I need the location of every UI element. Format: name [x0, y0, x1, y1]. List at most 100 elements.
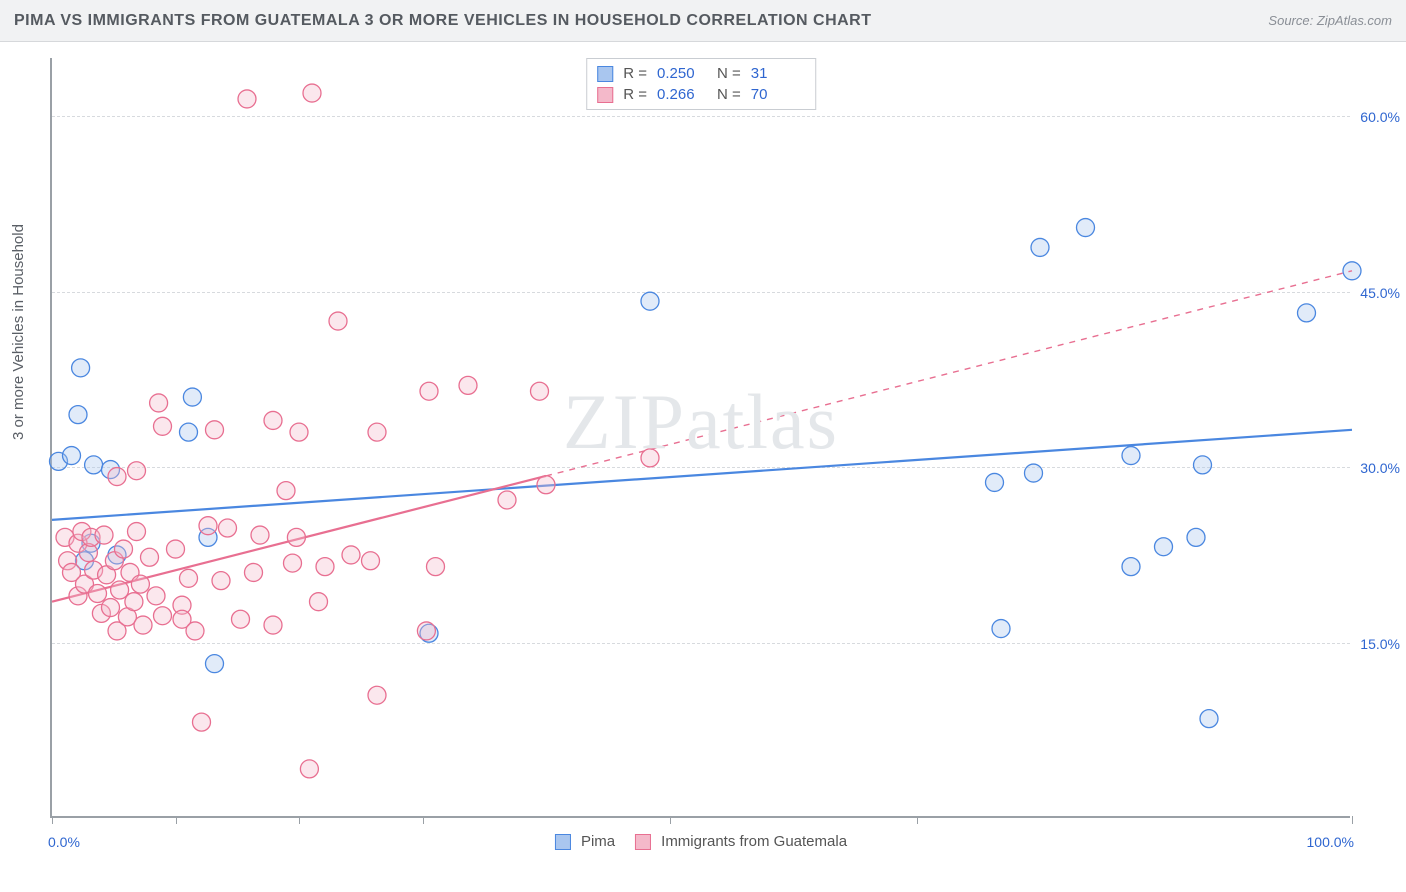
- data-point: [1077, 219, 1095, 237]
- data-point: [290, 423, 308, 441]
- data-point: [180, 423, 198, 441]
- data-point: [1155, 538, 1173, 556]
- legend-series: Pima Immigrants from Guatemala: [555, 833, 847, 850]
- x-axis-tick: [52, 816, 53, 824]
- legend-r-value: 0.266: [657, 86, 701, 103]
- legend-stats-row: R = 0.266 N = 70: [597, 84, 805, 105]
- x-axis-tick: [176, 816, 177, 824]
- data-point: [264, 616, 282, 634]
- data-point: [264, 411, 282, 429]
- legend-r-label: R =: [623, 86, 647, 103]
- data-point: [95, 526, 113, 544]
- data-point: [128, 462, 146, 480]
- y-axis-title: 3 or more Vehicles in Household: [10, 224, 27, 440]
- data-point: [108, 468, 126, 486]
- x-axis-tick: [1352, 816, 1353, 824]
- data-point: [134, 616, 152, 634]
- data-point: [368, 423, 386, 441]
- data-point: [459, 376, 477, 394]
- data-point: [1298, 304, 1316, 322]
- trend-line: [52, 430, 1352, 520]
- data-point: [183, 388, 201, 406]
- legend-series-label: Immigrants from Guatemala: [661, 833, 847, 850]
- legend-stats-row: R =0.250N =31: [597, 63, 805, 84]
- x-axis-tick: [299, 816, 300, 824]
- data-point: [154, 607, 172, 625]
- legend-series-item: Pima: [555, 833, 615, 850]
- data-point: [284, 554, 302, 572]
- x-axis-tick: [423, 816, 424, 824]
- data-point: [641, 292, 659, 310]
- x-axis-label-left: 0.0%: [48, 834, 80, 850]
- data-point: [368, 686, 386, 704]
- legend-n-value: 31: [751, 65, 795, 82]
- data-point: [1194, 456, 1212, 474]
- legend-series-item: Immigrants from Guatemala: [635, 833, 847, 850]
- data-point: [498, 491, 516, 509]
- data-point: [417, 622, 435, 640]
- legend-r-value: 0.250: [657, 65, 701, 82]
- x-axis-label-right: 100.0%: [1307, 834, 1354, 850]
- data-point: [147, 587, 165, 605]
- data-point: [1187, 528, 1205, 546]
- data-point: [362, 552, 380, 570]
- data-point: [992, 620, 1010, 638]
- data-point: [128, 523, 146, 541]
- data-point: [1031, 238, 1049, 256]
- legend-n-label: N =: [717, 86, 741, 103]
- data-point: [1025, 464, 1043, 482]
- data-point: [1200, 710, 1218, 728]
- data-point: [641, 449, 659, 467]
- data-point: [150, 394, 168, 412]
- chart-svg: [52, 58, 1350, 816]
- x-axis-tick: [917, 816, 918, 824]
- data-point: [342, 546, 360, 564]
- data-point: [219, 519, 237, 537]
- data-point: [141, 548, 159, 566]
- legend-n-value: 70: [751, 86, 795, 103]
- data-point: [186, 622, 204, 640]
- data-point: [420, 382, 438, 400]
- legend-swatch: [597, 87, 613, 103]
- data-point: [277, 482, 295, 500]
- data-point: [69, 406, 87, 424]
- legend-stats-box: R = 0.250 N = 31 R = 0.266 N = 70: [586, 58, 816, 110]
- data-point: [537, 476, 555, 494]
- data-point: [232, 610, 250, 628]
- trend-line-dashed: [546, 271, 1352, 476]
- data-point: [102, 599, 120, 617]
- y-axis-tick-label: 45.0%: [1354, 285, 1400, 301]
- data-point: [1122, 558, 1140, 576]
- data-point: [427, 558, 445, 576]
- data-point: [251, 526, 269, 544]
- data-point: [125, 593, 143, 611]
- data-point: [193, 713, 211, 731]
- data-point: [1122, 447, 1140, 465]
- legend-swatch: [555, 834, 571, 850]
- data-point: [287, 528, 305, 546]
- data-point: [115, 540, 133, 558]
- data-point: [167, 540, 185, 558]
- data-point: [986, 473, 1004, 491]
- title-bar: PIMA VS IMMIGRANTS FROM GUATEMALA 3 OR M…: [0, 0, 1406, 42]
- data-point: [206, 421, 224, 439]
- data-point: [531, 382, 549, 400]
- data-point: [72, 359, 90, 377]
- data-point: [206, 655, 224, 673]
- data-point: [303, 84, 321, 102]
- data-point: [154, 417, 172, 435]
- chart-title: PIMA VS IMMIGRANTS FROM GUATEMALA 3 OR M…: [14, 12, 872, 30]
- data-point: [1343, 262, 1361, 280]
- source-value: ZipAtlas.com: [1317, 13, 1392, 28]
- y-axis-tick-label: 30.0%: [1354, 460, 1400, 476]
- data-point: [245, 563, 263, 581]
- data-point: [199, 517, 217, 535]
- plot-area: ZIPatlas 15.0%30.0%45.0%60.0% R =0.250N …: [50, 58, 1350, 818]
- data-point: [63, 447, 81, 465]
- x-axis-tick: [670, 816, 671, 824]
- data-point: [131, 575, 149, 593]
- legend-r-label: R =: [623, 65, 647, 82]
- source-text: Source: ZipAtlas.com: [1268, 13, 1392, 28]
- legend-series-label: Pima: [581, 833, 615, 850]
- y-axis-tick-label: 60.0%: [1354, 109, 1400, 125]
